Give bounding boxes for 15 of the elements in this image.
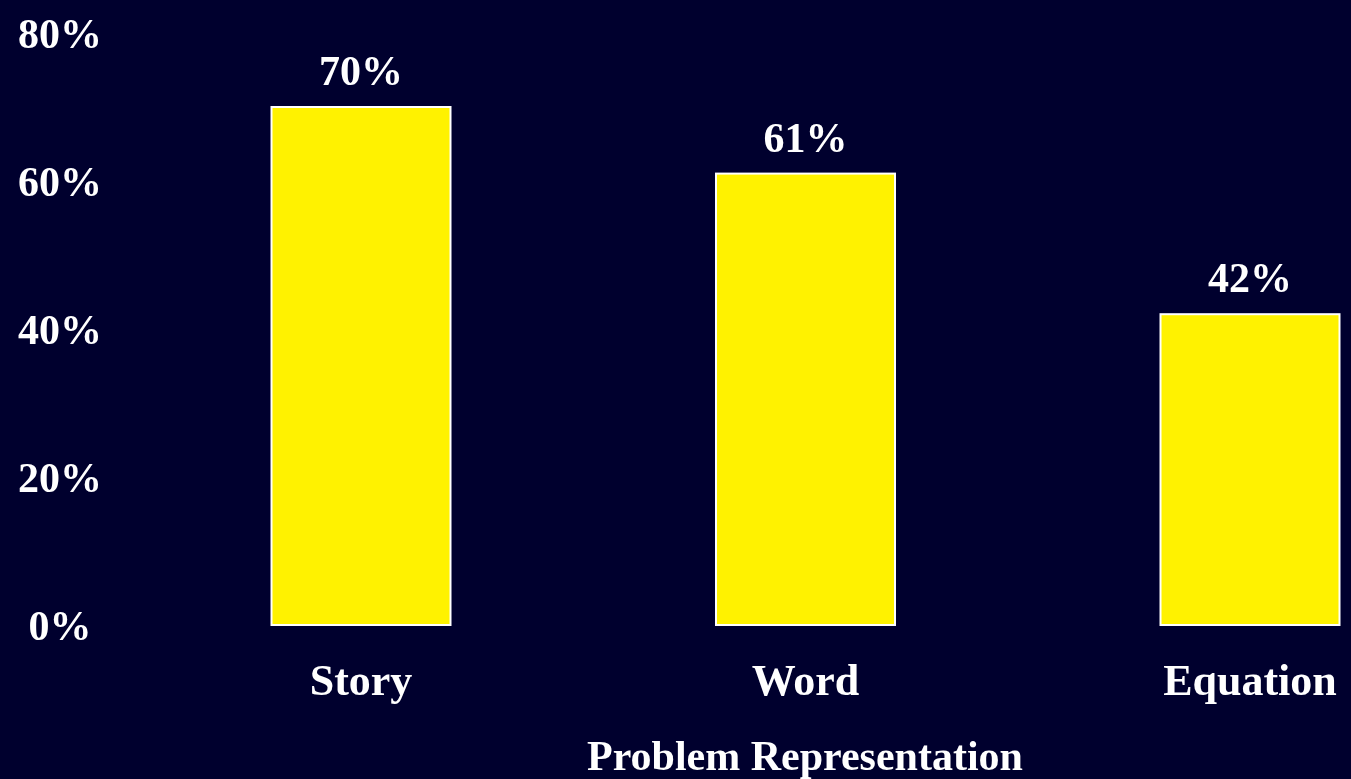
x-tick-label: Story [309,656,413,705]
y-tick-label: 0% [28,602,92,649]
x-tick-label: Word [751,656,860,705]
data-label: 61% [763,114,848,161]
x-axis-title: Problem Representation [587,733,1023,779]
data-label: 70% [319,48,403,94]
y-tick-label: 80% [18,10,102,57]
y-tick-label: 20% [18,454,102,501]
bar [715,172,896,626]
y-tick-label: 40% [18,306,102,353]
bar [1159,313,1341,626]
y-tick-label: 60% [18,158,102,205]
x-tick-label: Equation [1163,656,1337,705]
data-label: 42% [1208,255,1292,302]
bar [270,106,452,626]
